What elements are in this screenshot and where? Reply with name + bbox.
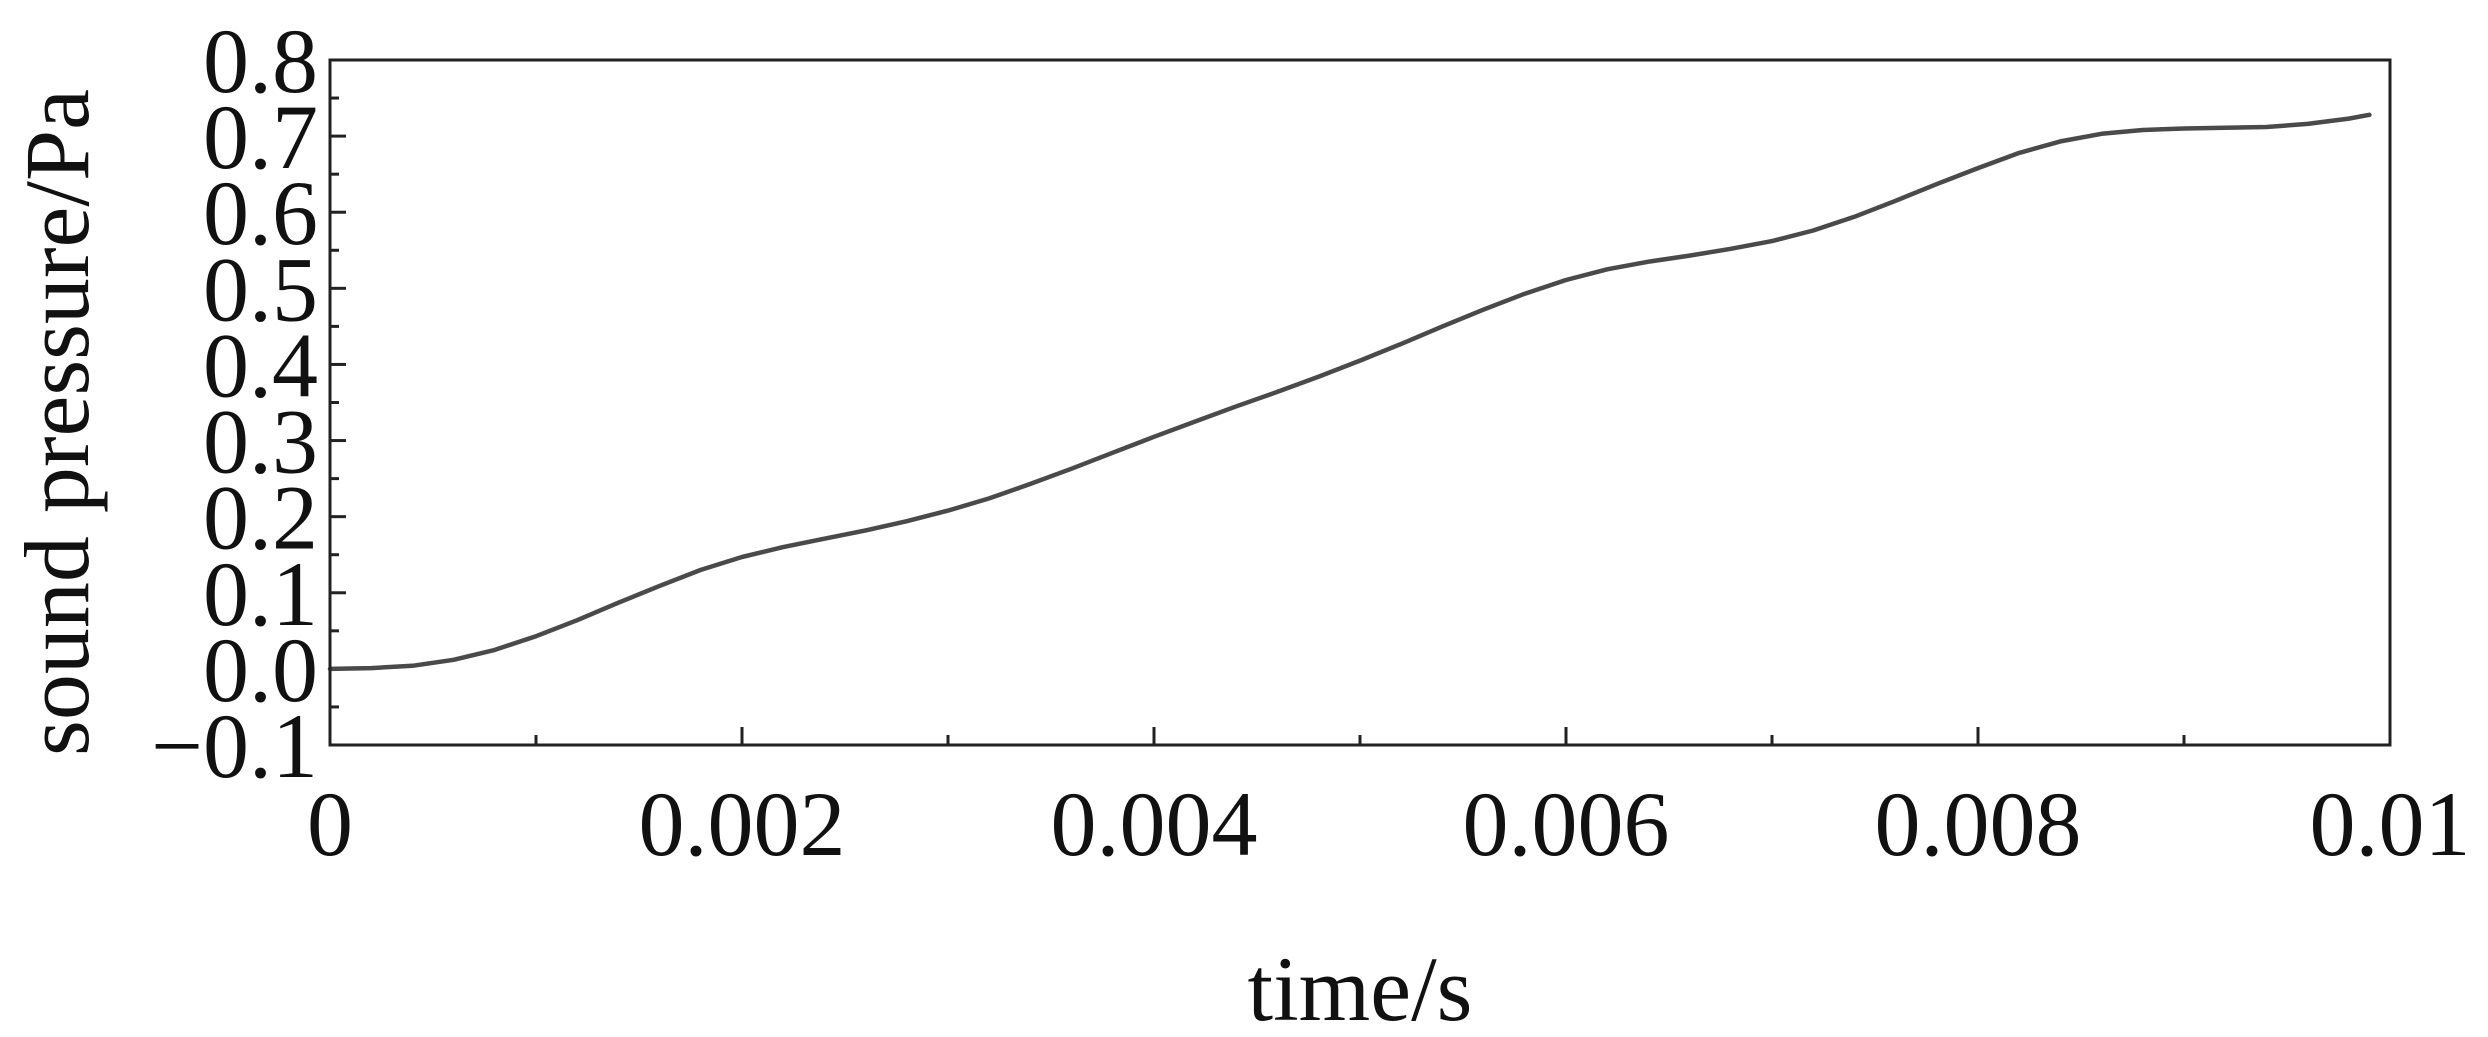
plot-frame: [328, 58, 2392, 747]
y-tick-label: 0.3: [203, 391, 318, 493]
x-tick-label: 0: [307, 773, 353, 875]
x-tick-label: 0.006: [1463, 773, 1670, 875]
y-axis-title: sound pressure/Pa: [6, 89, 108, 756]
y-tick-label: 0.8: [203, 10, 318, 112]
y-tick-label: 0.7: [203, 86, 318, 188]
x-tick-label: 0.004: [1051, 773, 1258, 875]
y-tick-label: −0.1: [151, 695, 318, 797]
series-lines: [327, 112, 2372, 672]
x-tick-label: 0.008: [1875, 773, 2082, 875]
y-tick-label: 0.2: [203, 467, 318, 569]
x-tick-labels: 0 0.002 0.004 0.006 0.008 0.01: [307, 773, 2471, 875]
y-tick-label: 0.5: [203, 238, 318, 340]
y-tick-labels: −0.10.00.10.20.30.40.50.60.70.8: [151, 10, 318, 797]
tick-marks: [328, 58, 2392, 747]
y-tick-label: 0.4: [203, 314, 318, 416]
series-line-0: [327, 112, 2372, 672]
y-tick-label: 0.1: [203, 543, 318, 645]
y-tick-label: 0.6: [203, 162, 318, 264]
x-axis-title: time/s: [1248, 938, 1473, 1037]
x-tick-label: 0.002: [639, 773, 846, 875]
y-tick-label: 0.0: [203, 619, 318, 721]
x-tick-label: 0.01: [2310, 773, 2471, 875]
